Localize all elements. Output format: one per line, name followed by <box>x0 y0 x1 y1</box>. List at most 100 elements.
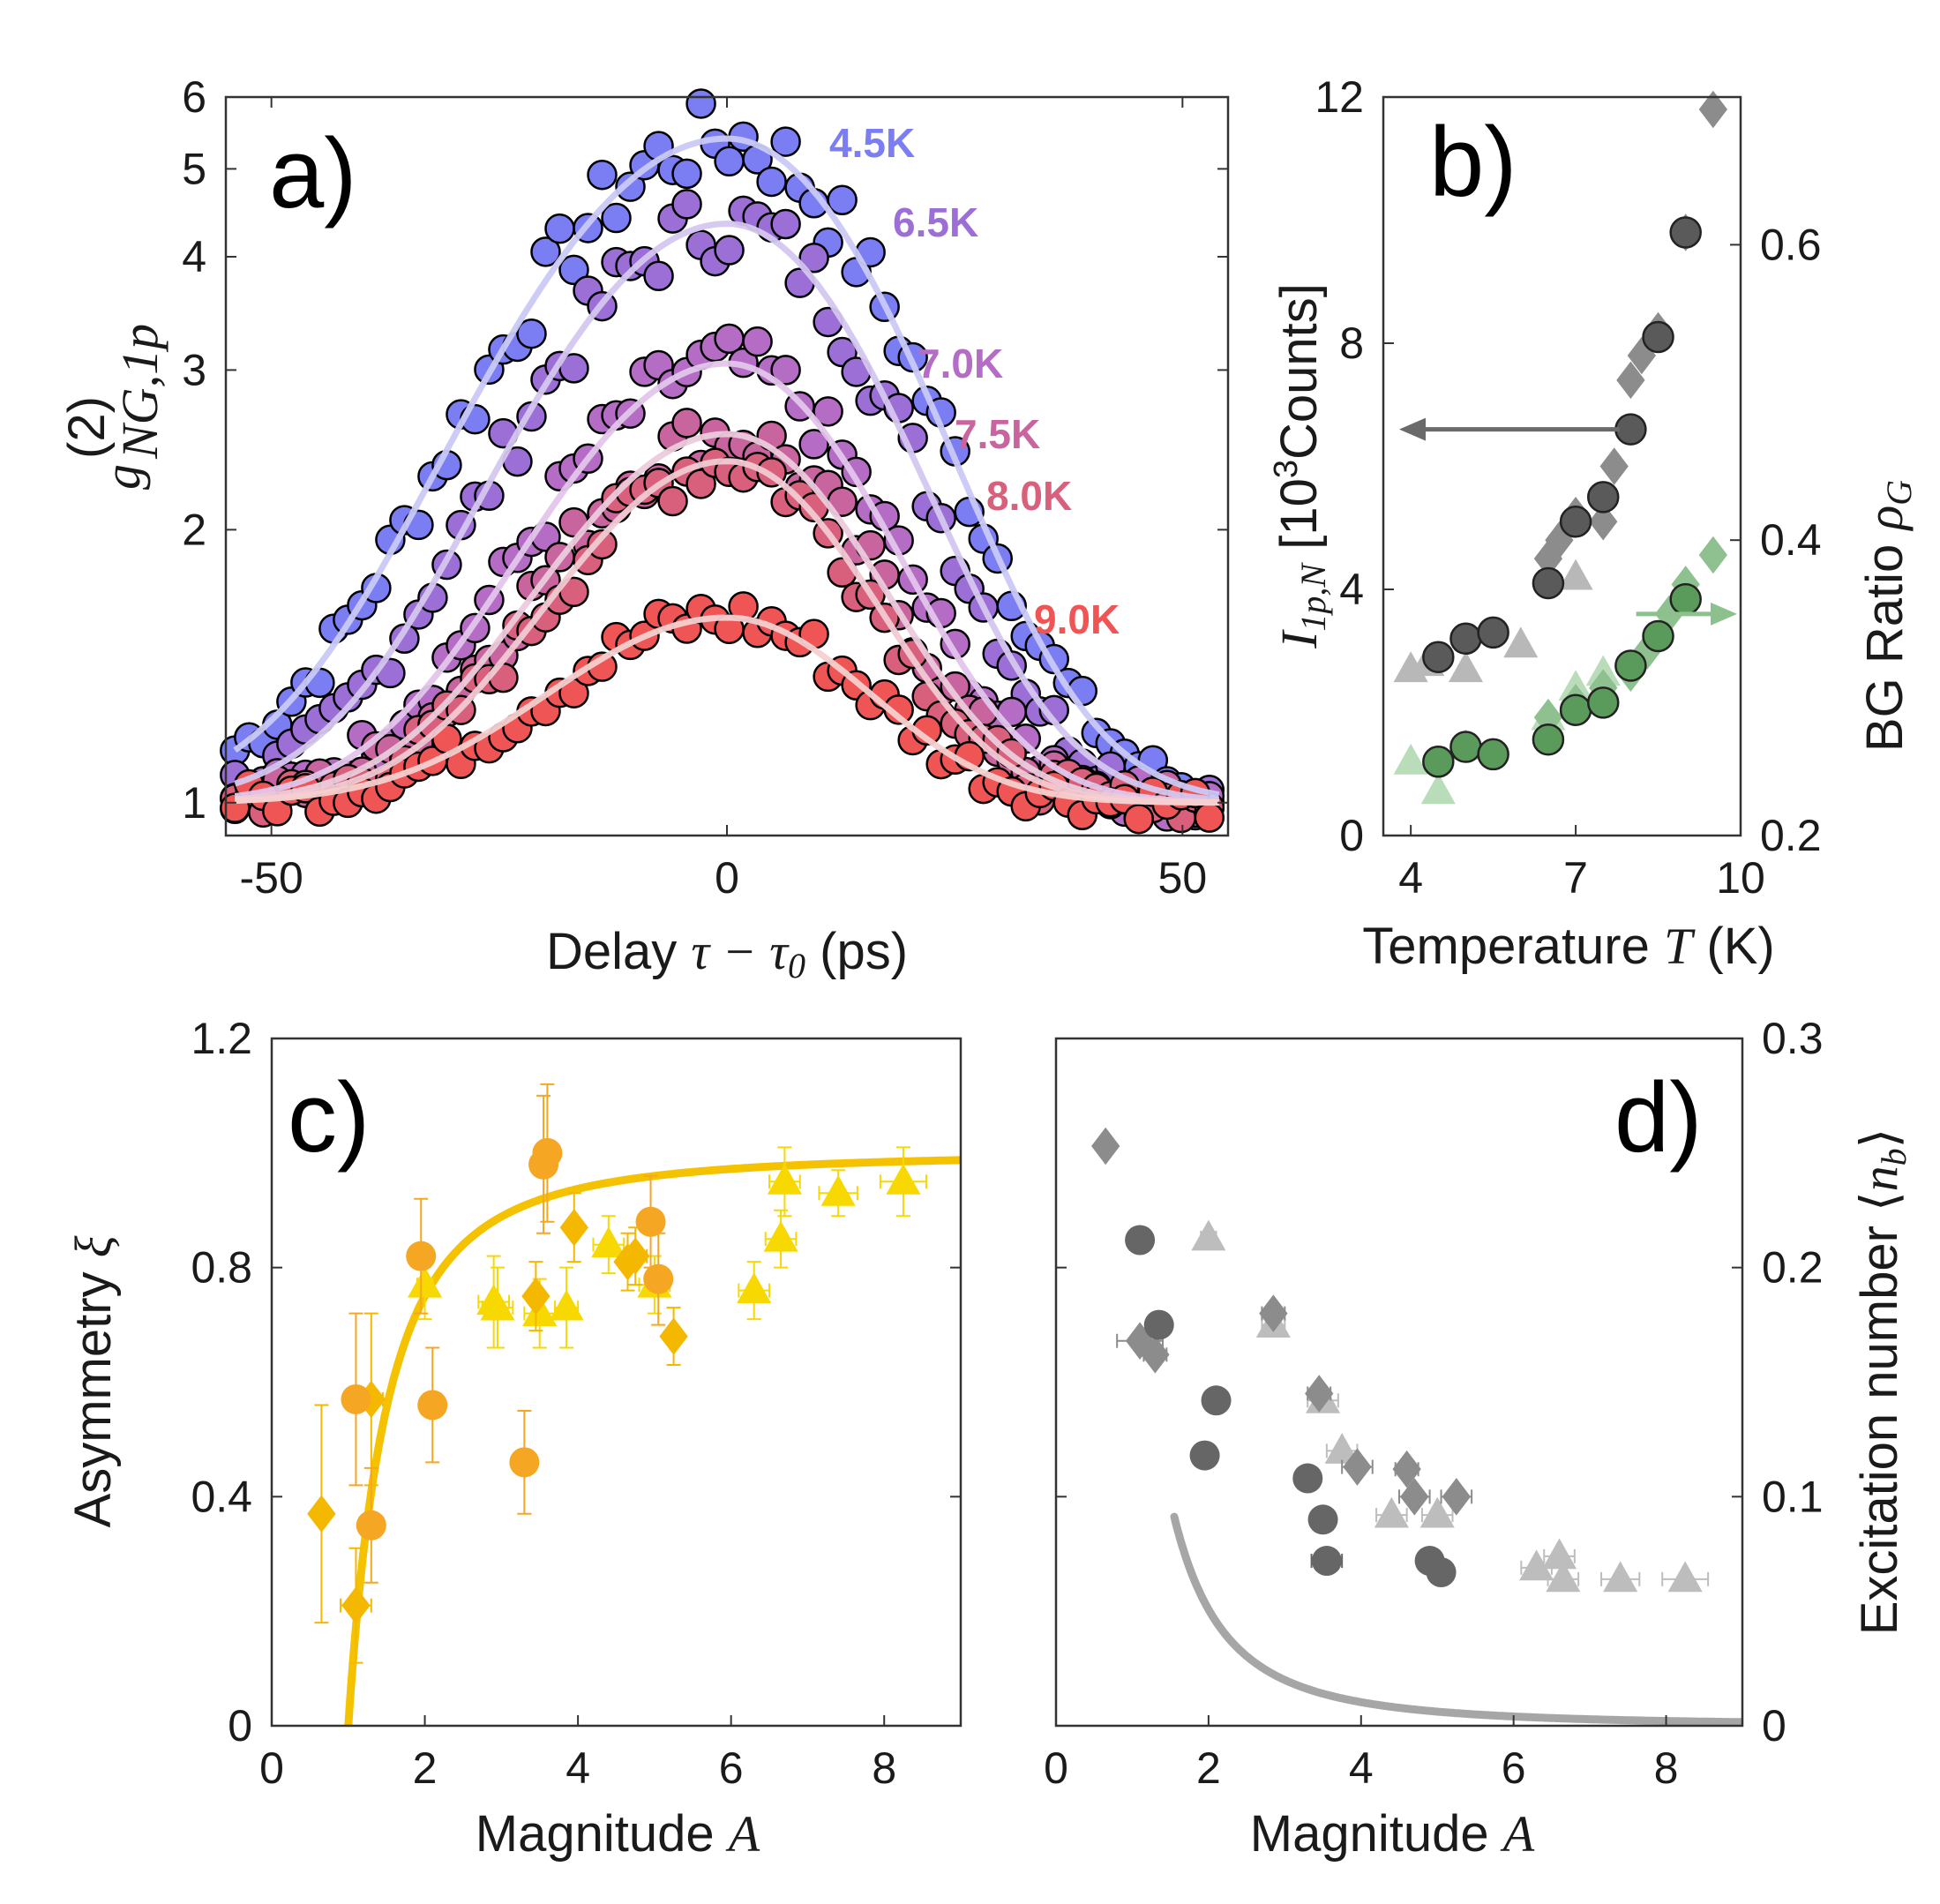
panel-b-point-diamond <box>1599 447 1629 485</box>
panel-b-point-triangle <box>1503 626 1539 658</box>
panel-d-y-tick-label: 0.2 <box>1762 1243 1824 1293</box>
panel-c-point-circle <box>356 1510 386 1540</box>
panel-a-point-4.5K <box>615 171 646 202</box>
panel-c-point-diamond <box>307 1495 336 1533</box>
panel-a-point-6.5K <box>770 208 801 240</box>
panel-b-point-triangle <box>1420 773 1456 805</box>
panel-d-series-triangles <box>1191 1219 1710 1593</box>
panel-d-x-tick-label: 0 <box>1044 1743 1068 1793</box>
panel-a-point-4.5K <box>714 146 745 177</box>
panel-a-point-4.5K <box>770 126 801 157</box>
panel-a: 4.5K 6.5K 7.0K 7.5K 8.0K 9.0K -50 0 50 1 2 3 4 5 6 a)… <box>58 72 1230 986</box>
panel-c-plot-area <box>307 1083 961 1726</box>
panel-d-point-triangle <box>1191 1219 1226 1251</box>
panel-d-point-circle <box>1307 1504 1338 1535</box>
panel-a-point-4.5K <box>756 166 787 198</box>
panel-c-y-tick-label: 0.4 <box>191 1472 252 1521</box>
panel-c-data-layer <box>307 1083 961 1726</box>
panel-b-point-circle <box>1614 413 1647 446</box>
panel-a-point-6.5K <box>671 189 702 220</box>
panel-c-fit-curve <box>344 1156 961 1726</box>
panel-d-point-circle <box>1189 1440 1220 1471</box>
panel-b-point-diamond <box>1698 90 1727 129</box>
panel-b-point-circle <box>1449 622 1482 656</box>
panel-b-point-diamond <box>1589 503 1618 541</box>
panel-a-point-8.0K <box>685 469 716 499</box>
panel-c-series-circles <box>341 1083 674 1584</box>
panel-a-x-axis-label: Delay τ − τ0 (ps) <box>546 923 908 986</box>
panel-b-series-counts-diamonds <box>1533 90 1727 578</box>
panel-c-series-diamonds <box>307 1192 688 1664</box>
panel-a-y-axis-label: g (2) NG,1p <box>58 324 169 490</box>
panel-b-point-diamond <box>1616 361 1645 400</box>
panel-a-fit-7.5K <box>235 431 1219 806</box>
panel-c-point-triangle <box>820 1174 856 1206</box>
panel-a-point-8.0K <box>657 485 688 517</box>
panel-b-x-tick-label: 10 <box>1716 853 1765 903</box>
panel-c-x-tick-label: 2 <box>413 1743 438 1793</box>
panel-a-point-6.5K <box>714 235 745 266</box>
panel-b-point-circle <box>1642 619 1674 653</box>
panel-a-point-9.0K <box>1194 802 1225 833</box>
panel-d-point-triangle <box>1419 1496 1455 1528</box>
panel-a-y-tick-label: 6 <box>182 72 206 122</box>
svg-text:g: g <box>94 464 151 490</box>
panel-c-point-circle <box>532 1137 563 1168</box>
panel-d-fit-curve <box>1170 1512 1742 1726</box>
panel-a-point-6.5K <box>643 260 674 292</box>
panel-d-point-triangle <box>1519 1549 1554 1581</box>
panel-c-label: c) <box>288 1062 370 1173</box>
panel-c-x-tick-label: 8 <box>872 1743 896 1793</box>
panel-a-series-label: 7.5K <box>955 411 1040 457</box>
panel-c-frame <box>270 1037 963 1728</box>
panel-a-point-4.5K <box>601 202 632 234</box>
panel-c-point-triangle <box>408 1266 443 1298</box>
panel-b-point-circle <box>1559 693 1592 726</box>
panel-a-point-6.5K <box>798 243 829 274</box>
panel-c-y-tick-label: 0 <box>228 1701 252 1750</box>
panel-d-y-tick-label: 0.3 <box>1762 1014 1824 1063</box>
panel-c-point-triangle <box>591 1226 626 1258</box>
panel-c-point-diamond <box>659 1317 688 1355</box>
panel-b-series-counts-circles <box>1422 216 1702 673</box>
panel-d-frame <box>1054 1037 1744 1728</box>
panel-a-y-tick-label: 3 <box>182 345 206 394</box>
panel-d-point-diamond <box>1305 1375 1334 1413</box>
panel-a-label: a) <box>269 118 357 229</box>
panel-a-point-4.5K <box>827 184 858 215</box>
panel-a-fit-9.0K <box>235 614 1219 806</box>
panel-b-left-tick-label: 4 <box>1339 565 1364 614</box>
panel-b-point-circle <box>1614 649 1647 682</box>
panel-b-x-axis-label: Temperature T (K) <box>1362 918 1774 975</box>
panel-b-point-circle <box>1477 738 1509 771</box>
panel-b-point-circle <box>1477 616 1509 649</box>
panel-a-y-tick-label: 2 <box>182 505 206 554</box>
panel-b-point-circle <box>1559 506 1592 538</box>
panel-a-series-label: 9.0K <box>1034 596 1120 642</box>
panel-a-fit-8.0K <box>235 458 1219 806</box>
panel-b-point-circle <box>1669 582 1702 616</box>
panel-a-x-tick-label: 0 <box>715 853 739 903</box>
panel-c-y-axis-label: Asymmetry ξ <box>64 1235 122 1527</box>
panel-d-y-axis-label: Excitation number ⟨nb⟩ <box>1851 1128 1914 1636</box>
panel-d-point-diamond <box>1259 1294 1288 1332</box>
panel-d-point-circle <box>1143 1309 1174 1340</box>
panel-c-point-circle <box>509 1447 540 1478</box>
panel-a-series-label: 6.5K <box>893 199 978 245</box>
panel-b-right-tick-label: 0.2 <box>1760 811 1822 860</box>
panel-d-x-tick-label: 2 <box>1196 1743 1221 1793</box>
panel-a-point-7.5K <box>940 671 970 702</box>
panel-d-point-diamond <box>1400 1478 1429 1516</box>
panel-c-point-circle <box>417 1390 448 1421</box>
panel-b-label: b) <box>1429 107 1517 217</box>
panel-a-fit-4.5K <box>233 135 1220 798</box>
panel-b-point-circle <box>1669 216 1702 249</box>
panel-a-point-8.0K <box>587 528 618 560</box>
panel-d-point-diamond <box>1343 1448 1372 1486</box>
panel-a-point-4.5K <box>558 254 589 286</box>
panel-c-point-circle <box>406 1241 437 1271</box>
panel-c-point-circle <box>341 1383 371 1414</box>
panel-d-point-triangle <box>1324 1433 1359 1464</box>
